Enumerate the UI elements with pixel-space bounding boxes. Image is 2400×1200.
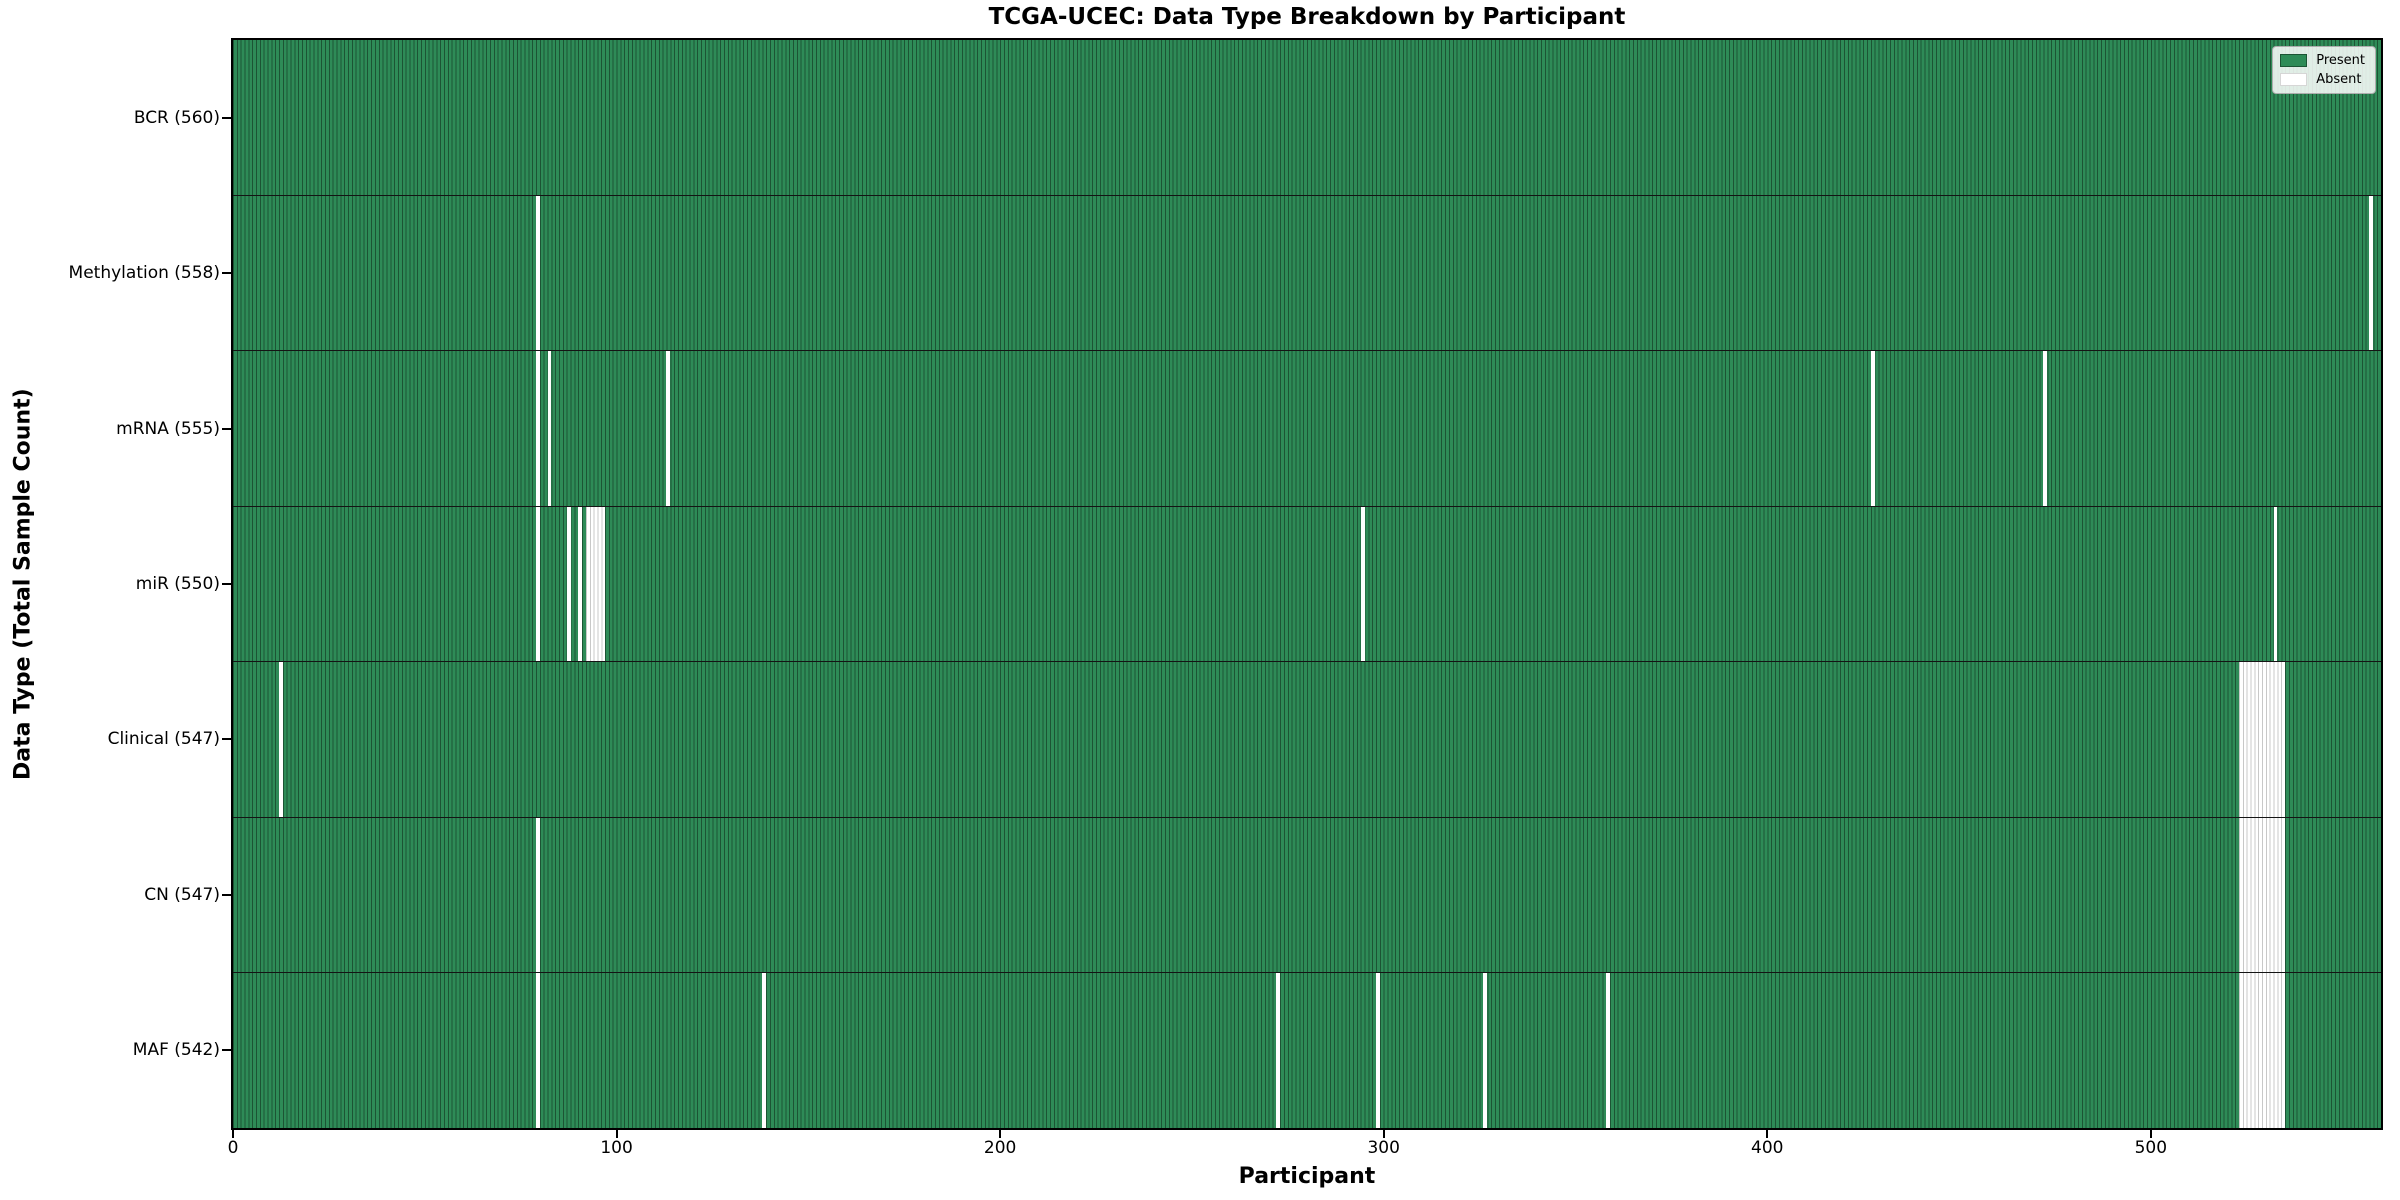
y-tick-label: mRNA (555) <box>116 418 220 439</box>
x-tick-label: 100 <box>600 1138 633 1158</box>
absent-stripe <box>536 506 540 662</box>
chart-title: TCGA-UCEC: Data Type Breakdown by Partic… <box>988 4 1626 30</box>
presence-matrix <box>233 40 2381 1129</box>
absent-stripe <box>2239 973 2286 1129</box>
data-row-Methylation <box>233 194 2381 351</box>
x-tick-mark <box>232 1130 234 1138</box>
data-row-MAF <box>233 972 2381 1129</box>
absent-stripe <box>1483 973 1488 1129</box>
y-tick-label: CN (547) <box>144 884 220 905</box>
data-row-Clinical <box>233 661 2381 817</box>
y-tick-label: Clinical (547) <box>107 729 220 750</box>
y-tick-mark <box>222 116 231 119</box>
legend-label-present: Present <box>2316 53 2365 68</box>
y-tick-label: Methylation (558) <box>68 263 220 284</box>
data-row-mRNA <box>233 350 2381 506</box>
legend-label-absent: Absent <box>2316 72 2362 87</box>
x-tick-label: 300 <box>1367 1138 1400 1158</box>
plot-area: Present Absent <box>231 38 2383 1130</box>
y-tick-mark <box>222 427 231 430</box>
absent-stripe <box>536 351 540 506</box>
absent-stripe <box>1276 973 1281 1129</box>
absent-stripe <box>578 506 583 662</box>
x-tick-label: 0 <box>227 1138 239 1158</box>
y-tick-label: BCR (560) <box>133 107 220 128</box>
absent-stripe <box>2239 662 2286 817</box>
absent-stripe <box>762 973 767 1129</box>
absent-stripe <box>2043 351 2048 506</box>
y-tick-label: MAF (542) <box>132 1040 220 1061</box>
x-tick-label: 400 <box>1751 1138 1784 1158</box>
absent-stripe <box>1376 973 1380 1129</box>
absent-stripe <box>536 973 540 1129</box>
absent-stripe <box>279 662 283 817</box>
absent-stripe <box>536 817 540 973</box>
y-tick-mark <box>222 272 231 275</box>
legend-item-present: Present <box>2280 53 2365 68</box>
y-tick-label: miR (550) <box>135 574 220 594</box>
data-row-BCR <box>233 40 2381 195</box>
absent-stripe <box>536 195 540 351</box>
absent-stripe <box>1606 973 1610 1129</box>
legend: Present Absent <box>2272 46 2376 94</box>
absent-stripe <box>585 506 606 662</box>
absent-swatch-icon <box>2280 73 2308 86</box>
x-tick-mark <box>1766 1130 1769 1138</box>
absent-stripe <box>1360 506 1365 662</box>
x-tick-mark <box>999 1130 1002 1138</box>
legend-item-absent: Absent <box>2280 72 2365 87</box>
x-tick-mark <box>1382 1130 1385 1138</box>
absent-stripe <box>2369 195 2374 351</box>
absent-stripe <box>566 506 571 662</box>
absent-stripe <box>547 351 552 506</box>
absent-stripe <box>2239 817 2286 973</box>
absent-stripe <box>1870 351 1875 506</box>
y-tick-mark <box>222 893 231 896</box>
absent-stripe <box>666 351 671 506</box>
x-tick-mark <box>2149 1130 2152 1138</box>
absent-stripe <box>2273 506 2278 662</box>
data-row-CN <box>233 816 2381 973</box>
x-tick-label: 500 <box>2134 1138 2168 1158</box>
y-tick-mark <box>222 583 231 585</box>
x-axis-label: Participant <box>1238 1164 1376 1189</box>
x-tick-label: 200 <box>983 1138 1017 1158</box>
data-row-miR <box>233 505 2381 662</box>
present-swatch-icon <box>2280 54 2308 67</box>
x-tick-mark <box>615 1130 618 1138</box>
y-tick-mark <box>222 1049 231 1052</box>
y-tick-mark <box>222 738 231 741</box>
